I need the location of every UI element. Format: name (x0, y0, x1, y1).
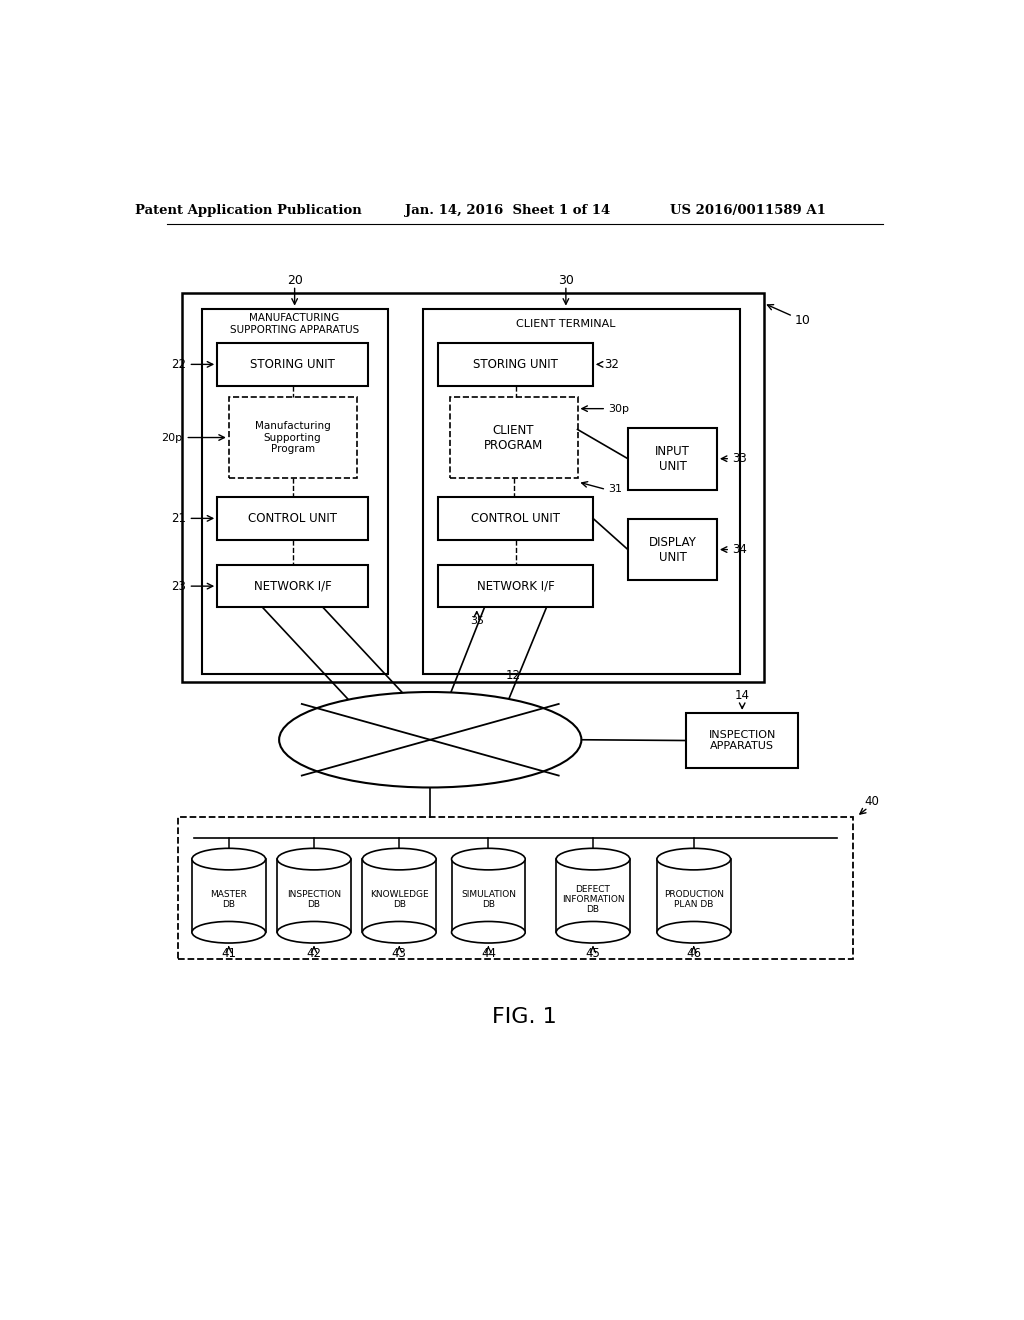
Bar (452, 859, 525, 932)
Text: 32: 32 (604, 358, 620, 371)
Bar (438, 343, 593, 385)
Text: KNOWLEDGE
DB: KNOWLEDGE DB (370, 890, 429, 909)
Text: 35: 35 (470, 616, 483, 626)
Text: 34: 34 (732, 543, 748, 556)
Text: 30: 30 (558, 273, 573, 286)
Text: 21: 21 (171, 512, 186, 525)
Text: 22: 22 (171, 358, 186, 371)
Text: Patent Application Publication: Patent Application Publication (135, 205, 361, 218)
Bar (202, 309, 388, 675)
Bar (628, 428, 717, 490)
Bar (228, 397, 356, 478)
Text: 12: 12 (506, 668, 521, 681)
Ellipse shape (556, 921, 630, 942)
Text: NETWORK I/F: NETWORK I/F (254, 579, 332, 593)
Text: 42: 42 (306, 948, 322, 961)
Text: CONTROL UNIT: CONTROL UNIT (471, 512, 560, 525)
Text: 41: 41 (221, 948, 237, 961)
Ellipse shape (362, 921, 436, 942)
Bar (217, 498, 369, 540)
Ellipse shape (657, 921, 730, 942)
Text: 43: 43 (392, 948, 407, 961)
Bar (657, 859, 730, 932)
Ellipse shape (191, 849, 265, 870)
Ellipse shape (657, 849, 730, 870)
Text: STORING UNIT: STORING UNIT (473, 358, 558, 371)
Text: FIG. 1: FIG. 1 (493, 1007, 557, 1027)
Bar (362, 859, 436, 932)
Text: 33: 33 (732, 453, 748, 465)
Text: 31: 31 (608, 484, 623, 495)
Ellipse shape (280, 692, 582, 788)
Ellipse shape (191, 921, 265, 942)
Ellipse shape (452, 921, 525, 942)
Text: CONTROL UNIT: CONTROL UNIT (248, 512, 337, 525)
Text: 46: 46 (686, 948, 701, 961)
Text: 44: 44 (481, 948, 496, 961)
Text: DISPLAY
UNIT: DISPLAY UNIT (648, 536, 696, 564)
Text: 20: 20 (287, 273, 302, 286)
Bar (182, 293, 764, 682)
Text: 10: 10 (795, 314, 810, 326)
Text: Jan. 14, 2016  Sheet 1 of 14: Jan. 14, 2016 Sheet 1 of 14 (406, 205, 610, 218)
Text: 23: 23 (171, 579, 186, 593)
Bar (178, 817, 853, 960)
Text: US 2016/0011589 A1: US 2016/0011589 A1 (670, 205, 826, 218)
Ellipse shape (452, 849, 525, 870)
Text: PRODUCTION
PLAN DB: PRODUCTION PLAN DB (664, 890, 724, 909)
Text: MANUFACTURING
SUPPORTING APPARATUS: MANUFACTURING SUPPORTING APPARATUS (230, 313, 359, 335)
Text: 45: 45 (586, 948, 600, 961)
Text: 14: 14 (734, 689, 750, 702)
Text: INPUT
UNIT: INPUT UNIT (655, 445, 690, 473)
Bar (278, 859, 351, 932)
Bar (423, 309, 740, 675)
Text: SIMULATION
DB: SIMULATION DB (461, 890, 516, 909)
Ellipse shape (278, 921, 351, 942)
Text: 30p: 30p (608, 404, 630, 413)
Ellipse shape (278, 849, 351, 870)
Text: 20p: 20p (161, 433, 182, 442)
Text: INSPECTION
APPARATUS: INSPECTION APPARATUS (709, 730, 776, 751)
Bar (217, 343, 369, 385)
Text: INSPECTION
DB: INSPECTION DB (287, 890, 341, 909)
Text: DEFECT
INFORMATION
DB: DEFECT INFORMATION DB (562, 884, 625, 915)
Text: CLIENT
PROGRAM: CLIENT PROGRAM (484, 424, 543, 451)
Bar (438, 565, 593, 607)
Ellipse shape (362, 849, 436, 870)
Bar (450, 397, 578, 478)
Text: NETWORK I/F: NETWORK I/F (476, 579, 554, 593)
Text: CLIENT TERMINAL: CLIENT TERMINAL (516, 319, 615, 329)
Bar (438, 498, 593, 540)
Bar (686, 713, 799, 768)
Text: MASTER
DB: MASTER DB (210, 890, 247, 909)
Text: STORING UNIT: STORING UNIT (250, 358, 335, 371)
Text: 40: 40 (864, 795, 880, 808)
Bar (217, 565, 369, 607)
Bar (556, 859, 630, 932)
Bar (628, 519, 717, 581)
Text: Manufacturing
Supporting
Program: Manufacturing Supporting Program (255, 421, 331, 454)
Ellipse shape (556, 849, 630, 870)
Bar (191, 859, 265, 932)
